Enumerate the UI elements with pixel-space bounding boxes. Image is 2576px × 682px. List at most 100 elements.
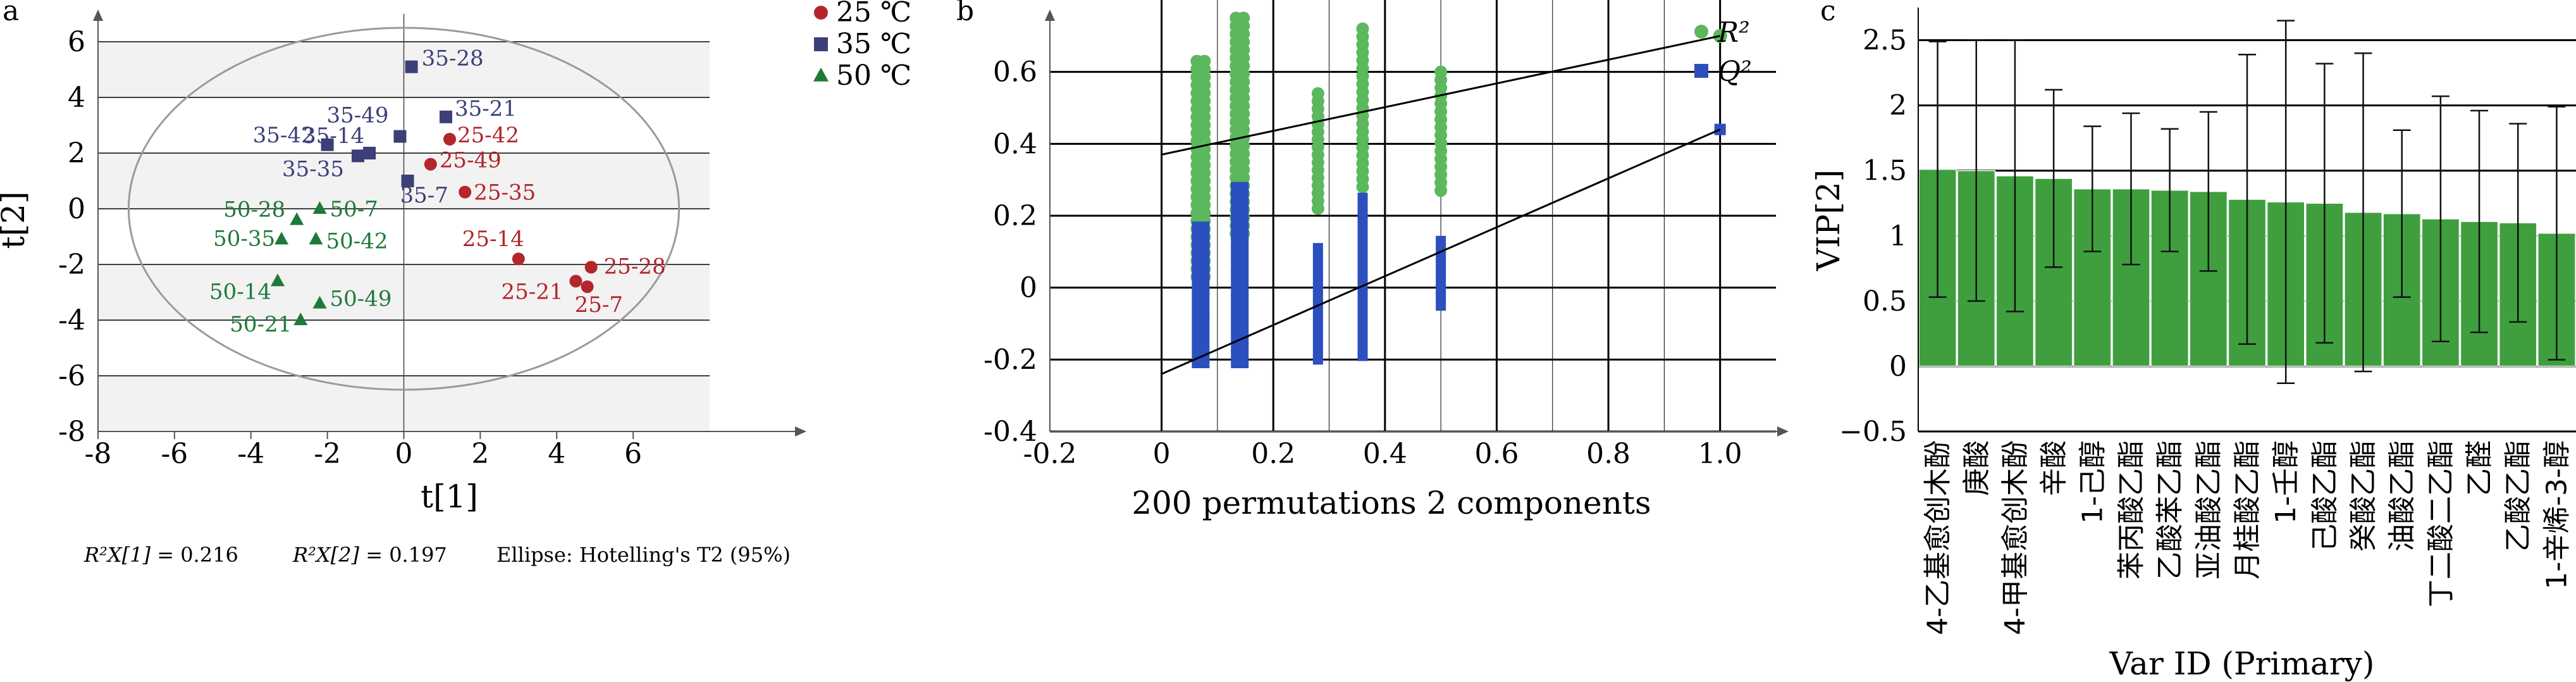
panel-c-y-axis-title: VIP[2] <box>1810 170 1847 271</box>
panel-b-q2-point <box>1199 294 1210 304</box>
panel-b-y-tick-label: 0.6 <box>993 56 1037 89</box>
panel-b-q2-point <box>1436 235 1446 246</box>
panel-b-r2-regression-line <box>1161 35 1721 156</box>
panel-b-permutation-plot: b 0.60.40.20-0.2-0.4-0.2 0 0.2 0.4 0.6 0.8 1.0… <box>956 0 1789 521</box>
panel-b-q2-point <box>1357 343 1368 354</box>
panel-b-q2-point <box>1199 270 1210 280</box>
panel-b-q2-point <box>1199 229 1210 240</box>
panel-a-point-35-28 <box>405 60 418 73</box>
panel-b-q2-point <box>1238 326 1249 337</box>
panel-b-q2-point <box>1238 318 1249 328</box>
panel-a-point-25-14 <box>512 252 525 266</box>
panel-b-q2-point <box>1238 197 1249 208</box>
panel-a-point-50-21 <box>293 313 308 325</box>
panel-b-q2-point <box>1357 240 1368 251</box>
panel-b-q2-point <box>1238 262 1249 273</box>
panel-a-y-tick-label: -6 <box>58 360 85 392</box>
panel-a-point-label: 50-28 <box>223 197 285 223</box>
panel-b-r2-point <box>1198 54 1211 68</box>
panel-b-q2-point <box>1199 342 1210 352</box>
panel-b-x-tick-label: 0.2 <box>1251 438 1295 470</box>
panel-a-point-label: 25-35 <box>474 180 536 206</box>
panel-a-point-label: 50-42 <box>326 228 388 254</box>
panel-b-q2-point <box>1312 251 1323 261</box>
panel-a-legend: 25 ℃35 ℃50 ℃ <box>813 0 911 92</box>
panel-b-q2-point <box>1312 330 1323 341</box>
panel-a-note-value: = 0.216 <box>151 543 238 567</box>
panel-b-q2-point <box>1199 333 1210 344</box>
panel-a-point-50-28 <box>290 212 304 225</box>
panel-b-q2-point <box>1238 278 1249 288</box>
panel-b-x-tick-label: 0.8 <box>1586 438 1630 470</box>
panel-b-q2-point <box>1199 318 1210 328</box>
panel-a-legend-marker <box>813 67 829 82</box>
panel-a-note: R²X[1] = 0.216 <box>83 543 238 567</box>
panel-b-q2-point <box>1436 292 1446 303</box>
panel-c-bar <box>2034 178 2073 367</box>
panel-b-q2-point <box>1238 230 1249 240</box>
panel-a-note-value: Ellipse: Hotelling's T2 (95%) <box>496 543 791 567</box>
panel-b-q2-point <box>1199 285 1210 296</box>
panel-b-legend-label: R² <box>1717 16 1750 49</box>
panel-b-q2-point <box>1312 346 1323 357</box>
panel-b-q2-point <box>1357 311 1368 322</box>
panel-a-point-50-49 <box>312 295 327 309</box>
panel-c-category-label: 油酸乙酯 <box>2386 440 2419 552</box>
panel-c-category-label: 1-壬醇 <box>2270 440 2302 524</box>
panel-a-legend-label: 50 ℃ <box>836 59 911 92</box>
panel-a-point-25-42 <box>443 133 457 146</box>
panel-b-q2-point <box>1238 270 1249 280</box>
panel-b-x-tick-label: -0.2 <box>1023 438 1077 470</box>
panel-c-category-label: 辛酸 <box>2038 440 2070 496</box>
panel-a-point-label: 35-7 <box>400 183 448 208</box>
panel-a-letter: a <box>3 0 19 27</box>
panel-b-q2-point <box>1357 216 1368 227</box>
panel-b-q2-point <box>1312 322 1323 333</box>
panel-b-q2-point <box>1312 259 1323 270</box>
panel-c-category-label: 乙酸乙酯 <box>2502 440 2534 552</box>
panel-a-point-50-14 <box>271 273 285 287</box>
panel-a-y-axis-title: t[2] <box>0 192 32 249</box>
panel-b-q2-regression-line <box>1161 128 1721 375</box>
panel-a-point-label: 35-28 <box>422 46 484 71</box>
panel-a-legend-marker <box>814 6 828 20</box>
panel-a-note-symbol: R²X[2] <box>292 543 360 567</box>
panel-b-x-axis-arrow <box>1777 426 1789 437</box>
panel-b-q2-point <box>1436 276 1446 287</box>
panel-b-q2-point <box>1238 358 1249 369</box>
panel-b-q2-point <box>1199 277 1210 288</box>
panel-c-y-tick-label: 2 <box>1889 90 1907 122</box>
panel-b-q2-point <box>1357 271 1368 282</box>
panel-b-q2-point <box>1238 286 1249 297</box>
panel-a-legend-label: 35 ℃ <box>836 28 911 60</box>
panel-a-point-25-21 <box>569 275 582 288</box>
panel-a-point-label: 35-49 <box>326 103 388 128</box>
panel-b-legend-marker <box>1694 25 1708 39</box>
panel-b-y-tick-label: 0 <box>1020 272 1037 304</box>
panel-c-y-tick-label: 1.5 <box>1863 155 1907 187</box>
panel-a-point-label: 35-14 <box>302 123 364 149</box>
panel-b-q2-point <box>1199 326 1210 337</box>
panel-c-category-label: 乙醛 <box>2463 440 2496 496</box>
panel-b-q2-point <box>1357 287 1368 298</box>
panel-a-y-tick-label: 6 <box>68 26 85 58</box>
panel-b-letter: b <box>956 0 974 27</box>
panel-c-vip-bar-chart: c 2.521.510.50−0.5 4-乙基愈创木酚 庚酸 4-甲基愈创木酚 辛酸 1… <box>1810 0 2576 682</box>
panel-a-point-label: 25-14 <box>462 226 524 252</box>
panel-b-q2-point <box>1357 256 1368 266</box>
panel-b-q2-point <box>1238 238 1249 249</box>
panel-b-x-tick-label: 0 <box>1153 438 1171 470</box>
panel-a-x-tick-label: -2 <box>314 438 341 470</box>
panel-a-point-50-42 <box>309 232 323 245</box>
panel-a-note: R²X[2] = 0.197 <box>292 543 447 567</box>
panel-c-y-tick-label: 0 <box>1889 350 1907 383</box>
panel-b-y-tick-label: 0.2 <box>993 200 1037 232</box>
panel-c-category-label: 己酸乙酯 <box>2308 440 2341 552</box>
panel-a-stats-notes: R²X[1] = 0.216 R²X[2] = 0.197 Ellipse: Hot… <box>83 543 791 567</box>
panel-a-point-label: 25-42 <box>457 123 519 148</box>
panel-a-legend-label: 25 ℃ <box>836 0 911 28</box>
panel-a-point-50-35 <box>274 232 289 245</box>
panel-c-category-label: 1-辛烯-3-醇 <box>2541 440 2573 590</box>
